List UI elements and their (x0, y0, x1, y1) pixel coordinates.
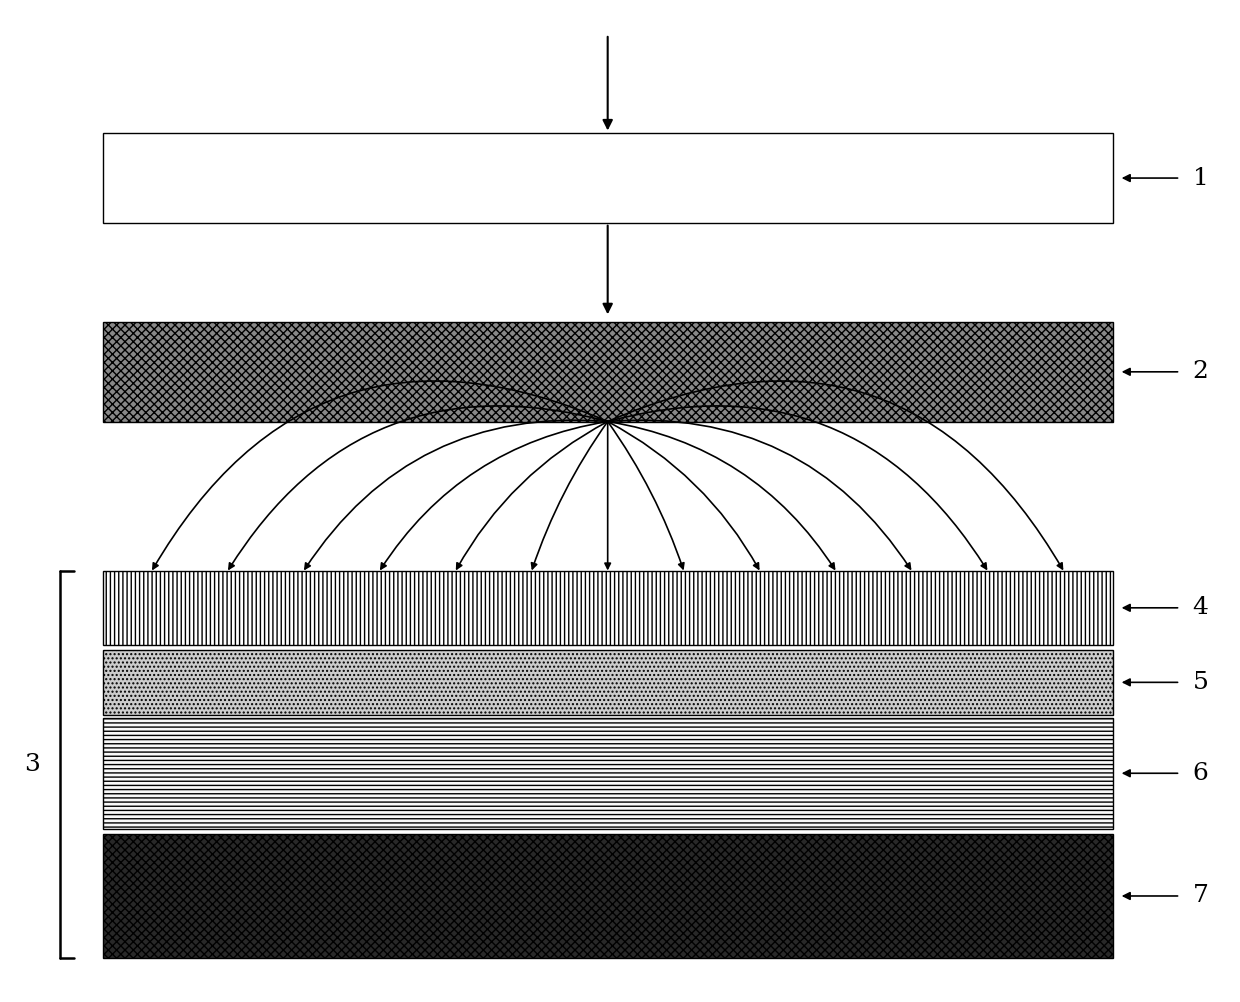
FancyArrowPatch shape (153, 381, 608, 569)
Text: 3: 3 (25, 753, 41, 776)
Bar (103, 322, 1112, 422)
FancyArrowPatch shape (305, 420, 608, 569)
FancyArrowPatch shape (605, 422, 610, 569)
Text: 4: 4 (1193, 596, 1209, 619)
Bar (103, 570, 1112, 645)
FancyArrowPatch shape (608, 422, 835, 569)
FancyArrowPatch shape (608, 420, 910, 569)
Bar (103, 834, 1112, 958)
Bar (103, 650, 1112, 714)
Text: 6: 6 (1193, 762, 1209, 785)
Bar (103, 717, 1112, 829)
FancyArrowPatch shape (608, 422, 684, 569)
FancyArrowPatch shape (229, 406, 608, 569)
Text: 2: 2 (1193, 361, 1209, 384)
FancyArrowPatch shape (532, 422, 608, 569)
FancyArrowPatch shape (608, 406, 987, 569)
Text: 1: 1 (1193, 166, 1209, 189)
FancyArrowPatch shape (608, 422, 759, 569)
FancyArrowPatch shape (456, 422, 608, 569)
Bar (103, 133, 1112, 222)
FancyArrowPatch shape (608, 381, 1063, 569)
FancyArrowPatch shape (381, 422, 608, 569)
Text: 5: 5 (1193, 671, 1209, 693)
Text: 7: 7 (1193, 885, 1209, 908)
